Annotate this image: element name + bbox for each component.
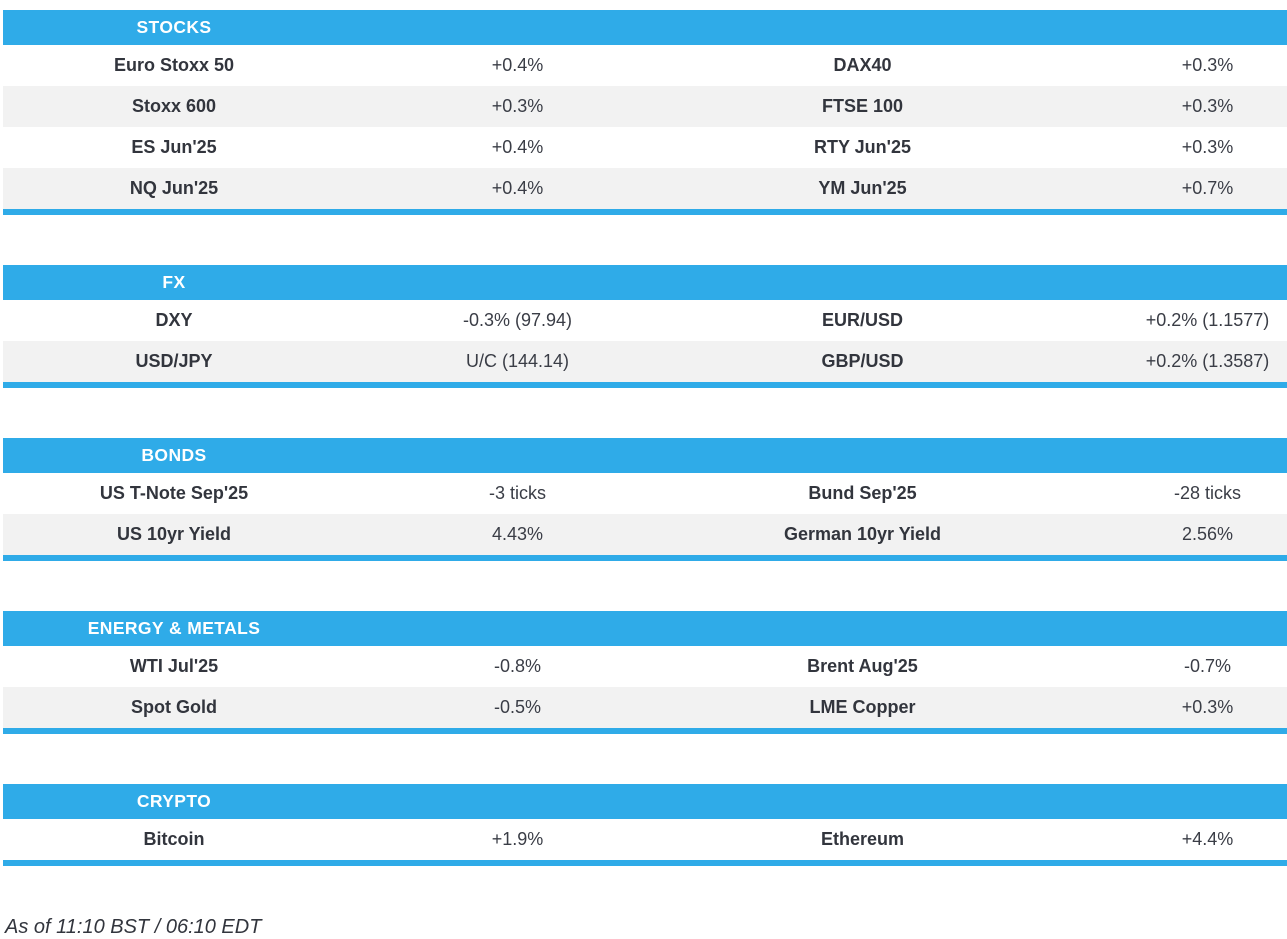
section-rows: Bitcoin +1.9% Ethereum +4.4% — [3, 819, 1287, 860]
section-fx: FX DXY -0.3% (97.94) EUR/USD +0.2% (1.1577)… — [3, 265, 1287, 388]
instrument-name: USD/JPY — [135, 351, 213, 371]
instrument-change: +4.4% — [1181, 829, 1234, 849]
section-header: ENERGY & METALS — [3, 611, 1287, 646]
instrument-change: +0.3% — [1181, 55, 1234, 75]
instrument-name: Spot Gold — [131, 697, 217, 717]
section-title: ENERGY & METALS — [87, 618, 261, 638]
instrument-name: RTY Jun'25 — [814, 137, 911, 157]
instrument-change: 2.56% — [1181, 524, 1234, 544]
section-rows: WTI Jul'25 -0.8% Brent Aug'25 -0.7% Spot Gol… — [3, 646, 1287, 728]
instrument-change: +0.3% — [1181, 96, 1234, 116]
instrument-name: DXY — [155, 310, 193, 330]
instrument-name: DAX40 — [833, 55, 892, 75]
instrument-change: +0.4% — [491, 137, 544, 157]
section-title: STOCKS — [136, 17, 212, 37]
section-header: CRYPTO — [3, 784, 1287, 819]
instrument-change: -0.5% — [493, 697, 542, 717]
instrument-name: US T-Note Sep'25 — [99, 483, 249, 503]
table-row: Euro Stoxx 50 +0.4% DAX40 +0.3% — [3, 45, 1287, 86]
table-row: ES Jun'25 +0.4% RTY Jun'25 +0.3% — [3, 127, 1287, 168]
instrument-name: EUR/USD — [821, 310, 903, 330]
section-bonds: BONDS US T-Note Sep'25 -3 ticks Bund Sep'2… — [3, 438, 1287, 561]
instrument-change: -0.7% — [1183, 656, 1232, 676]
instrument-name: LME Copper — [809, 697, 916, 717]
instrument-name: Euro Stoxx 50 — [113, 55, 235, 75]
table-row: Stoxx 600 +0.3% FTSE 100 +0.3% — [3, 86, 1287, 127]
instrument-name: German 10yr Yield — [783, 524, 942, 544]
instrument-change: +0.3% — [1181, 137, 1234, 157]
section-underline — [3, 860, 1287, 866]
instrument-name: Ethereum — [820, 829, 905, 849]
instrument-name: FTSE 100 — [821, 96, 904, 116]
table-row: NQ Jun'25 +0.4% YM Jun'25 +0.7% — [3, 168, 1287, 209]
instrument-change: -3 ticks — [488, 483, 546, 503]
section-header: BONDS — [3, 438, 1287, 473]
section-rows: Euro Stoxx 50 +0.4% DAX40 +0.3% Stoxx 600 +0.… — [3, 45, 1287, 209]
instrument-change: +0.7% — [1181, 178, 1234, 198]
section-header: FX — [3, 265, 1287, 300]
section-energy-metals: ENERGY & METALS WTI Jul'25 -0.8% Brent Aug… — [3, 611, 1287, 734]
section-underline — [3, 555, 1287, 561]
instrument-name: GBP/USD — [821, 351, 904, 371]
instrument-change: +1.9% — [491, 829, 544, 849]
instrument-name: Bitcoin — [143, 829, 205, 849]
section-title: BONDS — [141, 445, 207, 465]
instrument-name: NQ Jun'25 — [129, 178, 219, 198]
section-crypto: CRYPTO Bitcoin +1.9% Ethereum +4.4% — [3, 784, 1287, 866]
instrument-change: -28 ticks — [1173, 483, 1242, 503]
section-underline — [3, 728, 1287, 734]
instrument-change: +0.3% — [1181, 697, 1234, 717]
section-title: CRYPTO — [136, 791, 212, 811]
section-rows: DXY -0.3% (97.94) EUR/USD +0.2% (1.1577) USD… — [3, 300, 1287, 382]
instrument-change: -0.3% (97.94) — [462, 310, 573, 330]
section-title: FX — [162, 272, 186, 292]
instrument-name: WTI Jul'25 — [129, 656, 219, 676]
instrument-change: +0.3% — [491, 96, 544, 116]
table-row: DXY -0.3% (97.94) EUR/USD +0.2% (1.1577) — [3, 300, 1287, 341]
section-underline — [3, 209, 1287, 215]
section-header: STOCKS — [3, 10, 1287, 45]
table-row: Spot Gold -0.5% LME Copper +0.3% — [3, 687, 1287, 728]
instrument-name: ES Jun'25 — [131, 137, 217, 157]
instrument-name: US 10yr Yield — [116, 524, 232, 544]
section-rows: US T-Note Sep'25 -3 ticks Bund Sep'25 -28 t… — [3, 473, 1287, 555]
timestamp-note: As of 11:10 BST / 06:10 EDT — [5, 916, 262, 938]
section-underline — [3, 382, 1287, 388]
instrument-change: -0.8% — [493, 656, 542, 676]
table-row: US T-Note Sep'25 -3 ticks Bund Sep'25 -28 t… — [3, 473, 1287, 514]
instrument-change: +0.4% — [491, 178, 544, 198]
instrument-change: +0.4% — [491, 55, 544, 75]
section-stocks: STOCKS Euro Stoxx 50 +0.4% DAX40 +0.3% Stoxx… — [3, 10, 1287, 215]
table-row: USD/JPY U/C (144.14) GBP/USD +0.2% (1.3587) — [3, 341, 1287, 382]
table-row: WTI Jul'25 -0.8% Brent Aug'25 -0.7% — [3, 646, 1287, 687]
table-row: Bitcoin +1.9% Ethereum +4.4% — [3, 819, 1287, 860]
table-row: US 10yr Yield 4.43% German 10yr Yield 2.56% — [3, 514, 1287, 555]
instrument-name: Bund Sep'25 — [808, 483, 917, 503]
instrument-change: +0.2% (1.1577) — [1145, 310, 1270, 330]
instrument-name: YM Jun'25 — [818, 178, 907, 198]
instrument-change: U/C (144.14) — [465, 351, 570, 371]
instrument-change: 4.43% — [491, 524, 544, 544]
instrument-change: +0.2% (1.3587) — [1145, 351, 1270, 371]
instrument-name: Stoxx 600 — [131, 96, 217, 116]
instrument-name: Brent Aug'25 — [807, 656, 918, 676]
